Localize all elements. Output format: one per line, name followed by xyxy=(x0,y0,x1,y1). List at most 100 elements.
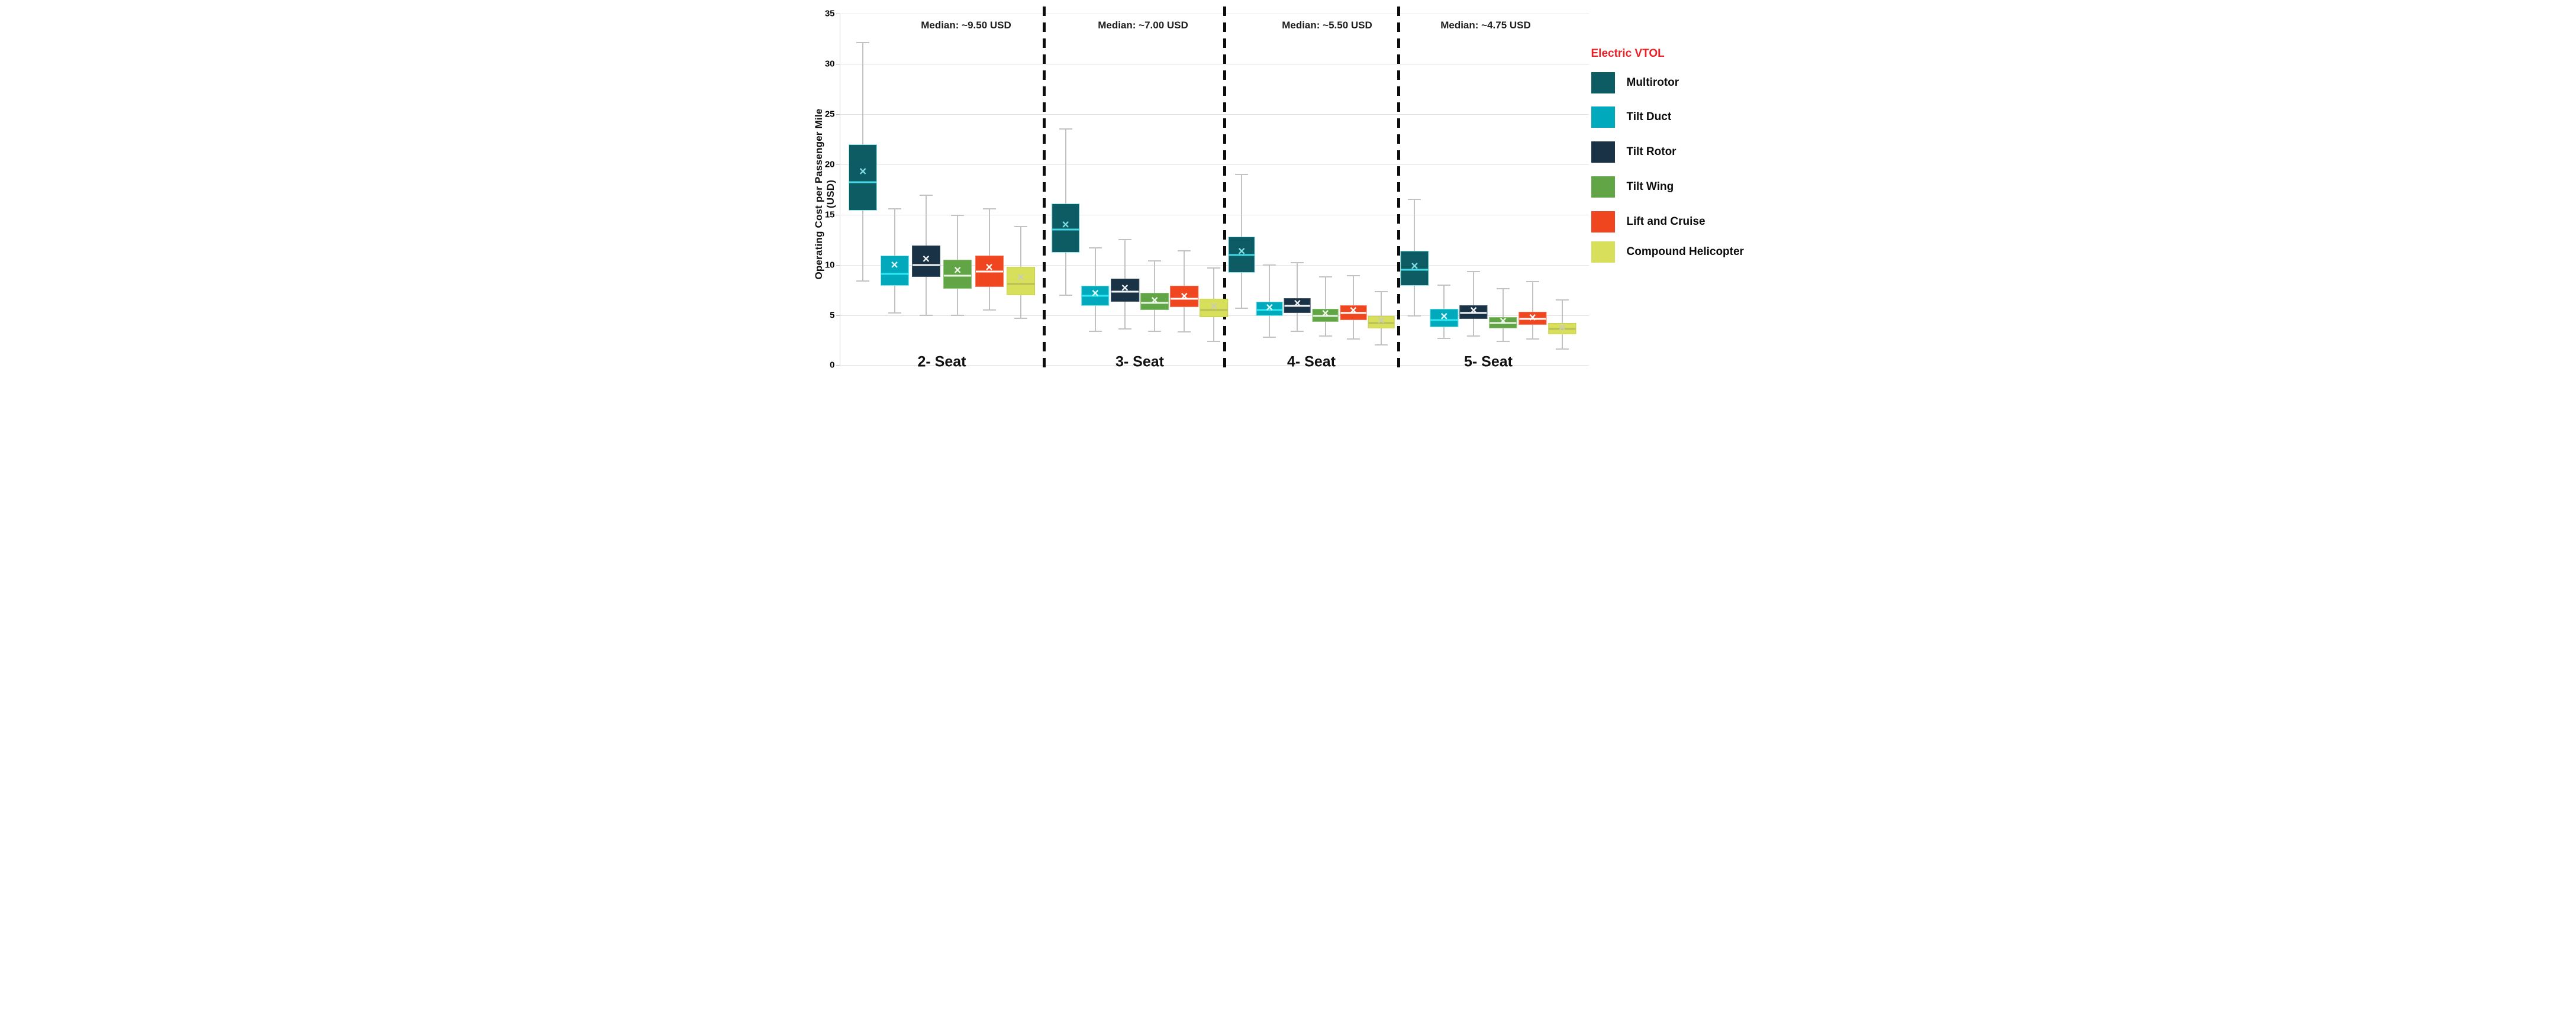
box-multirotor-3seat xyxy=(1051,204,1080,253)
legend-swatch-compound-helicopter xyxy=(1591,241,1615,263)
box-tilt-duct-4seat xyxy=(1256,302,1283,317)
box-multirotor-5seat xyxy=(1400,250,1429,286)
mean-marker-multirotor-4seat: × xyxy=(1237,244,1246,259)
mean-marker-tilt-wing-2seat: × xyxy=(954,263,962,277)
median-line-lift-and-cruise-4seat xyxy=(1340,312,1366,314)
whisker-cap-low-tilt-rotor-2seat xyxy=(919,314,933,316)
legend-header: Electric VTOL xyxy=(1591,47,1665,60)
whisker-cap-low-tilt-rotor-4seat xyxy=(1291,330,1304,332)
whisker-cap-high-tilt-duct-3seat xyxy=(1088,247,1102,248)
mean-marker-tilt-rotor-3seat: × xyxy=(1121,282,1129,296)
box-tilt-rotor-2seat xyxy=(911,246,940,277)
median-line-tilt-duct-5seat xyxy=(1430,319,1458,321)
mean-marker-tilt-duct-2seat: × xyxy=(891,258,898,272)
median-line-multirotor-2seat xyxy=(849,181,877,183)
whisker-cap-low-lift-and-cruise-3seat xyxy=(1178,331,1191,333)
gridline-y25 xyxy=(839,114,1589,115)
mean-marker-tilt-duct-4seat: × xyxy=(1266,301,1274,315)
mean-marker-tilt-rotor-5seat: × xyxy=(1469,303,1478,318)
y-tick-label: 25 xyxy=(824,109,835,120)
mean-marker-compound-helicopter-5seat: × xyxy=(1558,321,1566,335)
whisker-cap-low-lift-and-cruise-2seat xyxy=(982,309,996,311)
y-tick-label: 0 xyxy=(830,360,835,370)
whisker-cap-high-tilt-rotor-3seat xyxy=(1118,239,1131,241)
whisker-cap-low-multirotor-3seat xyxy=(1059,294,1072,296)
y-tick-label: 15 xyxy=(824,209,835,220)
whisker-cap-low-multirotor-2seat xyxy=(856,280,870,282)
box-compound-helicopter-4seat xyxy=(1368,316,1395,328)
whisker-cap-low-tilt-duct-4seat xyxy=(1263,336,1276,338)
whisker-cap-high-compound-helicopter-3seat xyxy=(1207,267,1221,269)
whisker-cap-low-multirotor-4seat xyxy=(1235,307,1249,309)
median-line-tilt-duct-4seat xyxy=(1256,309,1282,311)
box-tilt-duct-5seat xyxy=(1430,309,1458,327)
whisker-cap-high-lift-and-cruise-3seat xyxy=(1178,250,1191,251)
median-line-multirotor-5seat xyxy=(1401,269,1429,271)
whisker-cap-low-tilt-wing-4seat xyxy=(1318,335,1332,337)
whisker-cap-low-tilt-duct-2seat xyxy=(888,312,901,314)
legend-label-tilt-wing: Tilt Wing xyxy=(1626,180,1674,193)
box-lift-and-cruise-3seat xyxy=(1170,286,1199,307)
x-category-label-2: 3- Seat xyxy=(1115,353,1164,370)
x-category-label-3: 4- Seat xyxy=(1287,353,1336,370)
tick-mark-y25 xyxy=(836,114,840,115)
legend-swatch-tilt-wing xyxy=(1591,176,1615,198)
legend-swatch-multirotor xyxy=(1591,72,1615,93)
median-line-tilt-rotor-5seat xyxy=(1460,312,1487,314)
legend-label-compound-helicopter: Compound Helicopter xyxy=(1626,246,1744,258)
mean-marker-lift-and-cruise-5seat: × xyxy=(1529,311,1536,325)
mean-marker-compound-helicopter-3seat: × xyxy=(1210,299,1218,314)
median-line-compound-helicopter-3seat xyxy=(1200,309,1228,311)
x-category-label-4: 5- Seat xyxy=(1464,353,1513,370)
tick-mark-y10 xyxy=(836,264,840,266)
mean-marker-lift-and-cruise-2seat: × xyxy=(985,260,993,274)
whisker-cap-high-tilt-duct-5seat xyxy=(1437,284,1451,286)
whisker-cap-high-tilt-duct-2seat xyxy=(888,208,901,209)
mean-marker-lift-and-cruise-3seat: × xyxy=(1181,289,1188,303)
median-annotation-1: Median: ~9.50 USD xyxy=(921,20,1011,31)
mean-marker-tilt-rotor-4seat: × xyxy=(1294,296,1301,311)
whisker-cap-low-compound-helicopter-2seat xyxy=(1014,317,1027,319)
box-tilt-duct-2seat xyxy=(880,256,909,286)
whisker-cap-low-lift-and-cruise-4seat xyxy=(1346,338,1360,340)
median-line-multirotor-3seat xyxy=(1052,228,1079,231)
mean-marker-compound-helicopter-4seat: × xyxy=(1377,314,1385,328)
whisker-tilt-duct-4seat xyxy=(1269,264,1271,337)
whisker-cap-high-lift-and-cruise-5seat xyxy=(1526,281,1539,283)
median-line-compound-helicopter-5seat xyxy=(1548,328,1576,330)
median-annotation-2: Median: ~7.00 USD xyxy=(1098,20,1188,31)
whisker-cap-high-tilt-wing-4seat xyxy=(1318,276,1332,277)
legend-swatch-lift-and-cruise xyxy=(1591,211,1615,232)
whisker-cap-low-tilt-wing-3seat xyxy=(1148,330,1162,332)
whisker-cap-low-tilt-wing-2seat xyxy=(951,314,965,316)
whisker-cap-high-tilt-duct-4seat xyxy=(1263,264,1276,266)
median-line-tilt-duct-3seat xyxy=(1081,295,1109,297)
whisker-cap-low-tilt-rotor-3seat xyxy=(1118,328,1131,330)
legend-label-tilt-duct: Tilt Duct xyxy=(1626,111,1672,123)
box-tilt-wing-2seat xyxy=(943,260,972,289)
median-line-tilt-rotor-2seat xyxy=(912,264,940,266)
median-line-tilt-duct-2seat xyxy=(881,273,908,275)
median-line-tilt-wing-4seat xyxy=(1313,315,1338,317)
mean-marker-compound-helicopter-2seat: × xyxy=(1017,270,1024,285)
gridline-y20 xyxy=(839,164,1589,165)
mean-marker-tilt-wing-4seat: × xyxy=(1321,306,1329,321)
median-line-tilt-wing-5seat xyxy=(1489,322,1517,324)
gridline-y10 xyxy=(839,264,1589,266)
median-line-lift-and-cruise-5seat xyxy=(1519,318,1546,320)
box-compound-helicopter-3seat xyxy=(1200,299,1229,317)
median-line-lift-and-cruise-3seat xyxy=(1171,298,1198,300)
whisker-cap-high-compound-helicopter-4seat xyxy=(1374,291,1388,293)
box-compound-helicopter-2seat xyxy=(1006,266,1035,295)
tick-mark-y20 xyxy=(836,164,840,165)
tick-mark-y0 xyxy=(836,365,840,366)
whisker-cap-low-tilt-duct-3seat xyxy=(1088,330,1102,332)
whisker-cap-low-multirotor-5seat xyxy=(1408,315,1421,317)
median-line-tilt-wing-2seat xyxy=(944,274,972,277)
group-divider-2 xyxy=(1223,7,1226,373)
legend-label-tilt-rotor: Tilt Rotor xyxy=(1626,146,1677,158)
whisker-cap-low-compound-helicopter-3seat xyxy=(1207,340,1221,342)
box-multirotor-2seat xyxy=(849,144,878,211)
box-tilt-rotor-3seat xyxy=(1111,279,1139,302)
x-category-label-1: 2- Seat xyxy=(917,353,966,370)
